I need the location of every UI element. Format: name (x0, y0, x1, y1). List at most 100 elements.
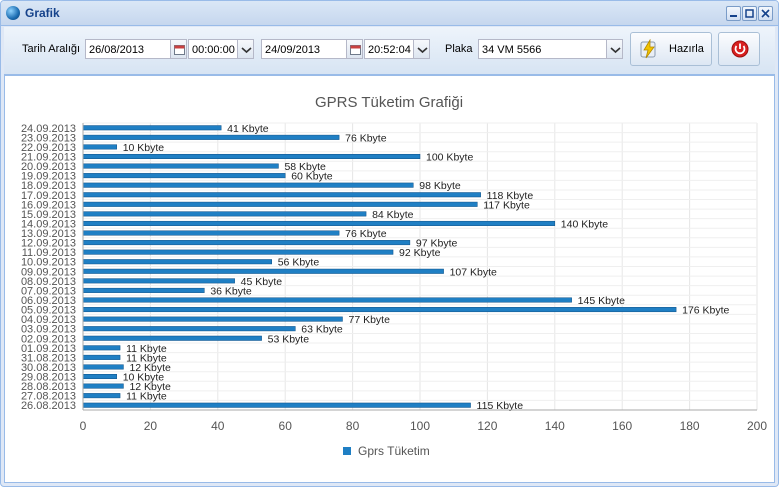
y-tick-label: 27.08.2013 (21, 391, 76, 403)
maximize-icon (745, 9, 754, 18)
bar (82, 402, 471, 408)
end-time-field[interactable]: 20:52:04 (364, 39, 414, 59)
y-tick-label: 06.09.2013 (21, 295, 76, 307)
filter-toolbar: Tarih Aralığı 26/08/2013 00:00:00 24/09/… (4, 27, 775, 75)
data-label: 12 Kbyte (129, 362, 171, 374)
bar (82, 383, 124, 389)
x-tick-label: 200 (747, 419, 767, 433)
end-date-field[interactable]: 24/09/2013 (261, 39, 348, 59)
bar (82, 144, 117, 150)
bar (82, 268, 444, 274)
y-tick-label: 26.08.2013 (21, 400, 76, 412)
plate-label: Plaka (445, 43, 473, 55)
y-tick-label: 11.09.2013 (22, 247, 76, 259)
y-tick-label: 01.09.2013 (21, 343, 76, 355)
data-label: 97 Kbyte (416, 238, 458, 250)
data-label: 118 Kbyte (487, 190, 534, 202)
y-tick-label: 10.09.2013 (21, 257, 76, 269)
bar (82, 278, 235, 284)
globe-icon (6, 6, 20, 20)
y-tick-label: 13.09.2013 (21, 228, 76, 240)
data-label: 76 Kbyte (345, 228, 387, 240)
y-tick-label: 12.09.2013 (21, 238, 76, 250)
start-time-field[interactable]: 00:00:00 (188, 39, 238, 59)
title-bar[interactable]: Grafik (1, 1, 778, 26)
maximize-button[interactable] (742, 6, 757, 21)
data-label: 140 Kbyte (561, 218, 608, 230)
x-tick-label: 20 (144, 419, 158, 433)
start-date-picker-button[interactable] (170, 39, 187, 59)
data-label: 63 Kbyte (301, 324, 343, 336)
end-date-picker-button[interactable] (346, 39, 363, 59)
data-label: 56 Kbyte (278, 257, 320, 269)
y-tick-label: 09.09.2013 (21, 266, 76, 278)
y-tick-label: 14.09.2013 (21, 218, 76, 230)
data-label: 58 Kbyte (284, 161, 326, 173)
data-label: 45 Kbyte (241, 276, 283, 288)
x-tick-label: 0 (80, 419, 87, 433)
bar (82, 153, 421, 159)
calendar-icon (350, 45, 361, 55)
y-tick-label: 08.09.2013 (21, 276, 76, 288)
x-tick-label: 180 (680, 419, 700, 433)
y-tick-label: 23.09.2013 (21, 132, 76, 144)
y-tick-label: 30.08.2013 (21, 362, 76, 374)
y-tick-label: 24.09.2013 (21, 123, 76, 135)
bar (82, 307, 677, 313)
end-time-dropdown-button[interactable] (413, 39, 430, 59)
y-tick-label: 05.09.2013 (21, 305, 76, 317)
bar (82, 326, 296, 332)
data-label: 10 Kbyte (123, 372, 165, 384)
bar (82, 125, 222, 131)
chart-legend[interactable]: Gprs Tüketim (343, 444, 430, 458)
bar (82, 220, 556, 226)
minimize-button[interactable] (726, 6, 741, 21)
bar (82, 211, 367, 217)
bar (82, 287, 205, 293)
y-tick-label: 07.09.2013 (21, 285, 76, 297)
x-tick-label: 40 (211, 419, 225, 433)
bar (82, 316, 343, 322)
y-tick-label: 28.08.2013 (21, 381, 76, 393)
plate-dropdown-button[interactable] (606, 39, 623, 59)
data-label: 107 Kbyte (450, 266, 497, 278)
bar (82, 240, 411, 246)
y-tick-label: 18.09.2013 (21, 180, 76, 192)
plate-select[interactable]: 34 VM 5566 (478, 39, 608, 59)
close-button[interactable] (758, 6, 773, 21)
data-label: 145 Kbyte (578, 295, 625, 307)
y-tick-label: 21.09.2013 (21, 151, 76, 163)
data-label: 76 Kbyte (345, 132, 387, 144)
y-tick-label: 03.09.2013 (21, 324, 76, 336)
data-label: 92 Kbyte (399, 247, 441, 259)
bar (82, 182, 414, 188)
close-icon (761, 9, 770, 18)
power-icon (731, 40, 749, 58)
data-label: 41 Kbyte (227, 123, 269, 135)
data-label: 115 Kbyte (477, 400, 524, 412)
data-label: 11 Kbyte (126, 343, 167, 355)
data-label: 176 Kbyte (682, 305, 729, 317)
minimize-icon (730, 15, 737, 17)
start-date-field[interactable]: 26/08/2013 (85, 39, 172, 59)
x-tick-label: 80 (346, 419, 360, 433)
bar (82, 345, 121, 351)
exit-button[interactable] (718, 32, 760, 66)
y-tick-label: 31.08.2013 (21, 352, 76, 364)
start-time-dropdown-button[interactable] (237, 39, 254, 59)
y-tick-label: 15.09.2013 (21, 209, 76, 221)
bar (82, 173, 286, 179)
lightning-icon (640, 39, 656, 59)
prepare-button[interactable]: Hazırla (630, 32, 712, 66)
data-label: 117 Kbyte (483, 199, 530, 211)
bar (82, 297, 572, 303)
bar (82, 249, 394, 255)
legend-swatch (343, 447, 351, 455)
bar (82, 192, 481, 198)
y-tick-label: 04.09.2013 (21, 314, 76, 326)
x-tick-label: 120 (477, 419, 497, 433)
data-label: 36 Kbyte (210, 285, 252, 297)
y-tick-label: 29.08.2013 (21, 372, 76, 384)
data-label: 100 Kbyte (426, 151, 473, 163)
chart-title: GPRS Tüketim Grafiği (315, 94, 463, 111)
